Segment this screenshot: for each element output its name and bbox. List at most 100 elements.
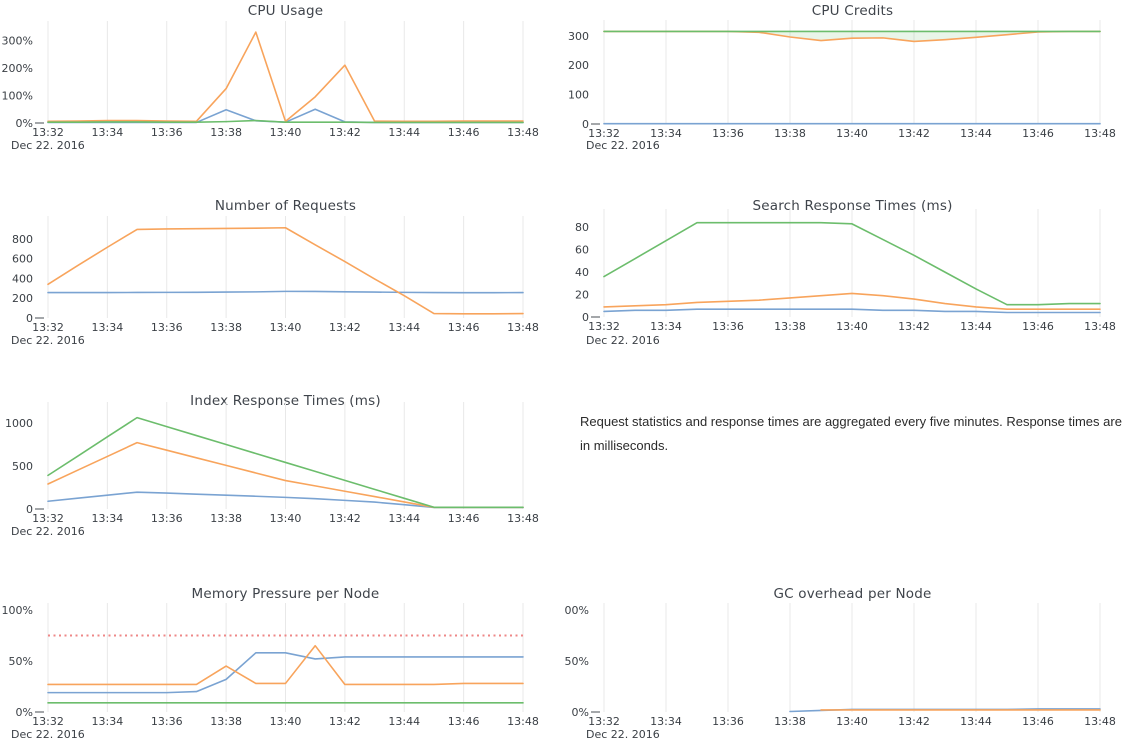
x-tick-label: 13:34 <box>92 715 124 728</box>
cpu-usage-series-orange <box>47 31 524 123</box>
x-tick-label: 13:48 <box>507 715 539 728</box>
x-tick-label: 13:48 <box>1084 127 1116 140</box>
x-tick-label: 13:44 <box>960 715 992 728</box>
y-tick-label: 0% <box>16 706 33 719</box>
x-tick-label: 13:46 <box>448 126 480 139</box>
x-tick-label: 13:38 <box>210 126 242 139</box>
x-tick-label: 13:46 <box>448 715 480 728</box>
x-tick-label: 13:36 <box>151 715 183 728</box>
y-tick-label: 100% <box>2 89 33 102</box>
chart-memory-pressure-per-node: Memory Pressure per Node 0% 50% 100% 13:32 1… <box>0 583 565 741</box>
search-series-orange <box>603 292 1101 310</box>
x-axis-date-label: Dec 22. 2016 <box>586 728 660 741</box>
x-axis-date-label: Dec 22. 2016 <box>11 728 85 741</box>
search-series-blue <box>603 308 1101 314</box>
x-tick-label: 13:34 <box>92 321 124 334</box>
x-tick-label: 13:46 <box>448 512 480 525</box>
x-tick-label: 13:36 <box>151 512 183 525</box>
x-tick-label: 13:44 <box>388 512 420 525</box>
x-tick-label: 13:34 <box>650 715 682 728</box>
y-tick-label: 0% <box>16 117 33 130</box>
index-response-times-plot-area[interactable]: 0 500 1000 13:32 13:34 13:36 13:38 13:40 13:42 13… <box>0 390 565 583</box>
chart-gc-overhead-per-node: GC overhead per Node 0% 50% 100% 13:32 13:34… <box>565 583 1131 741</box>
x-tick-label: 13:42 <box>329 126 361 139</box>
x-tick-label: 13:32 <box>588 127 620 140</box>
x-tick-label: 13:34 <box>92 126 124 139</box>
y-tick-label: 80 <box>575 221 589 234</box>
chart-search-response-times: Search Response Times (ms) 0 20 40 60 80 13:3… <box>565 195 1131 390</box>
x-tick-label: 13:48 <box>1084 715 1116 728</box>
x-tick-label: 13:46 <box>1022 127 1054 140</box>
x-tick-label: 13:32 <box>588 320 620 333</box>
x-tick-label: 13:32 <box>588 715 620 728</box>
x-tick-label: 13:42 <box>898 320 930 333</box>
x-axis-date-label: Dec 22. 2016 <box>11 334 85 347</box>
x-tick-label: 13:44 <box>388 715 420 728</box>
y-tick-label: 50% <box>565 655 589 668</box>
y-tick-label: 800 <box>12 233 33 246</box>
x-tick-label: 13:44 <box>960 127 992 140</box>
cpu-credits-plot-area[interactable]: 0 100 200 300 13:32 13:34 13:36 13:38 13:40 13:42… <box>565 0 1131 195</box>
chart-title-gc-overhead: GC overhead per Node <box>773 586 932 602</box>
x-tick-label: 13:48 <box>1084 320 1116 333</box>
x-tick-label: 13:48 <box>507 126 539 139</box>
x-tick-label: 13:40 <box>836 320 868 333</box>
x-tick-label: 13:32 <box>32 512 64 525</box>
x-tick-label: 13:46 <box>1022 320 1054 333</box>
memory-pressure-plot-area[interactable]: 0% 50% 100% 13:32 13:34 13:36 13:38 13:40 13:42 1… <box>0 583 565 741</box>
x-axis-date-label: Dec 22. 2016 <box>11 139 85 152</box>
x-tick-label: 13:44 <box>960 320 992 333</box>
x-tick-label: 13:36 <box>151 321 183 334</box>
y-tick-label: 200 <box>568 59 589 72</box>
requests-series-blue <box>47 290 524 294</box>
search-response-times-plot-area[interactable]: 0 20 40 60 80 13:32 13:34 13:36 13:38 13:40 13:42 1… <box>565 195 1131 390</box>
chart-index-response-times: Index Response Times (ms) 0 500 1000 13:32 1… <box>0 390 565 583</box>
y-tick-label: 0 <box>26 312 33 325</box>
y-tick-label: 200 <box>12 292 33 305</box>
x-tick-label: 13:40 <box>270 126 302 139</box>
y-tick-label: 60 <box>575 244 589 257</box>
y-tick-label: 100% <box>565 604 589 617</box>
x-tick-label: 13:38 <box>210 512 242 525</box>
x-tick-label: 13:36 <box>712 127 744 140</box>
y-tick-label: 300% <box>2 34 33 47</box>
x-tick-label: 13:34 <box>92 512 124 525</box>
x-tick-label: 13:38 <box>210 715 242 728</box>
y-tick-label: 50% <box>9 655 33 668</box>
x-tick-label: 13:38 <box>210 321 242 334</box>
x-tick-label: 13:32 <box>32 715 64 728</box>
x-tick-label: 13:32 <box>32 321 64 334</box>
number-of-requests-plot-area[interactable]: 0 200 400 600 800 13:32 13:34 13:36 13:38 13:40 13… <box>0 195 565 390</box>
memory-series-blue <box>47 652 524 694</box>
x-axis-date-label: Dec 22. 2016 <box>11 525 85 538</box>
chart-cpu-credits: CPU Credits 0 100 200 300 13:32 13:34 13:36 13:… <box>565 0 1131 195</box>
x-tick-label: 13:46 <box>448 321 480 334</box>
y-tick-label: 100% <box>2 604 33 617</box>
chart-title-cpu-usage: CPU Usage <box>247 3 324 19</box>
x-tick-label: 13:38 <box>774 127 806 140</box>
x-tick-label: 13:40 <box>270 512 302 525</box>
x-tick-label: 13:38 <box>774 320 806 333</box>
chart-title-number-of-requests: Number of Requests <box>214 198 357 214</box>
x-tick-label: 13:42 <box>898 715 930 728</box>
x-tick-label: 13:36 <box>712 320 744 333</box>
chart-cpu-usage: CPU Usage 0% 100% 200% 300% 13:32 13:34 13:36 1… <box>0 0 565 195</box>
y-tick-label: 300 <box>568 30 589 43</box>
y-tick-label: 400 <box>12 272 33 285</box>
x-tick-label: 13:42 <box>329 512 361 525</box>
x-tick-label: 13:36 <box>712 715 744 728</box>
chart-title-search-response-times: Search Response Times (ms) <box>752 198 953 214</box>
chart-title-memory-pressure: Memory Pressure per Node <box>191 586 380 602</box>
gc-overhead-plot-area[interactable]: 0% 50% 100% 13:32 13:34 13:36 13:38 13:40 13:42 1… <box>565 583 1131 741</box>
y-tick-label: 200% <box>2 62 33 75</box>
cpu-usage-series-green <box>47 119 524 124</box>
x-tick-label: 13:44 <box>388 126 420 139</box>
y-tick-label: 1000 <box>5 417 33 430</box>
search-series-green <box>603 221 1101 306</box>
y-tick-label: 100 <box>568 89 589 102</box>
cpu-usage-plot-area[interactable]: 0% 100% 200% 300% 13:32 13:34 13:36 13:38 13:40 1… <box>0 0 565 195</box>
x-tick-label: 13:42 <box>329 321 361 334</box>
x-tick-label: 13:34 <box>650 320 682 333</box>
x-tick-label: 13:42 <box>898 127 930 140</box>
x-axis-date-label: Dec 22. 2016 <box>586 334 660 347</box>
